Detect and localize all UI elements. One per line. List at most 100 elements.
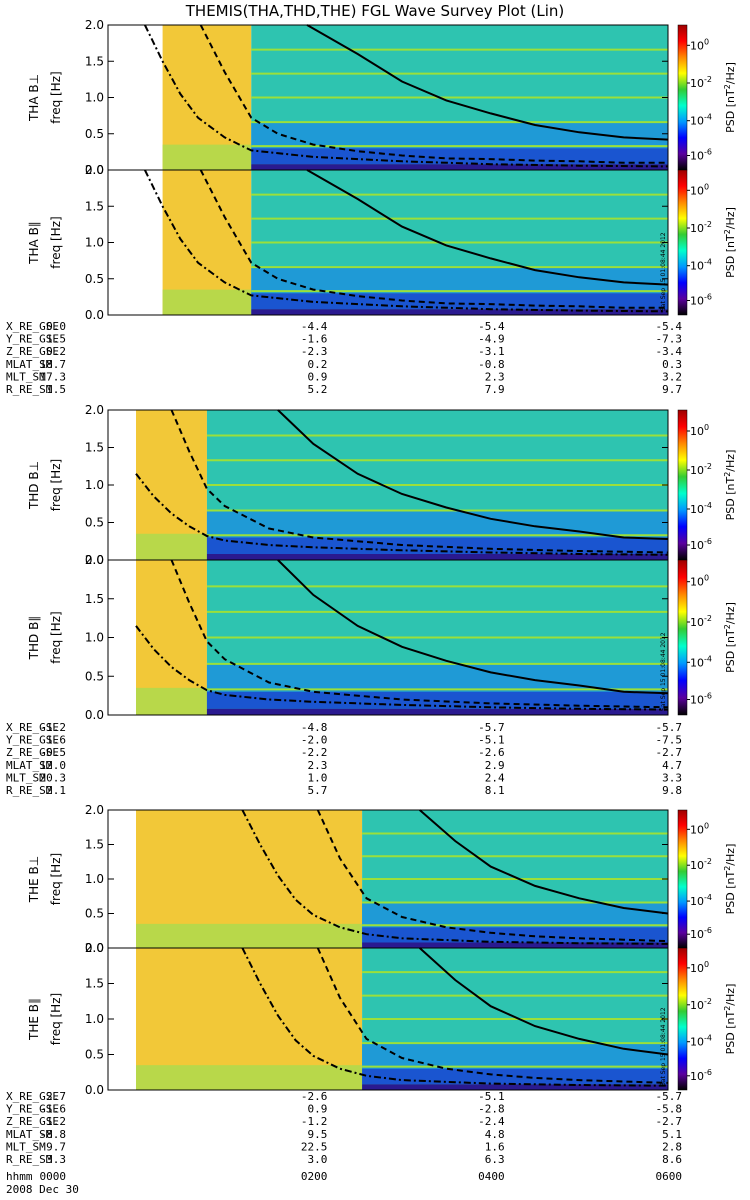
low-psd-floor-band bbox=[206, 554, 668, 560]
colorbar bbox=[677, 947, 688, 1091]
curve-solid bbox=[277, 409, 669, 540]
ephemeris-value: 1.5 bbox=[46, 383, 66, 396]
y-tick-label: 1.0 bbox=[85, 236, 104, 250]
y-tick-label: 0.5 bbox=[85, 907, 104, 921]
ephemeris-value: -2.6 bbox=[301, 1090, 328, 1103]
ephemeris-header: R_RE_SM bbox=[6, 784, 53, 797]
ephemeris-value: 7.9 bbox=[485, 383, 505, 396]
time-tick-label: 0200 bbox=[301, 1170, 328, 1183]
colorbar-tick-label: 100 bbox=[690, 182, 709, 197]
y-tick-label: 0.0 bbox=[85, 708, 104, 722]
colorbar-tick-label: 100 bbox=[690, 574, 709, 589]
colorbar bbox=[677, 809, 688, 949]
y-tick-label: 1.5 bbox=[85, 592, 104, 606]
colorbar-tick-label: 10-4 bbox=[690, 501, 712, 516]
ephemeris-value: -0.5 bbox=[40, 746, 67, 759]
low-psd-mid-band bbox=[251, 122, 668, 149]
ephemeris-value: -5.8 bbox=[656, 1103, 683, 1116]
ephemeris-value: 2.7 bbox=[46, 1090, 66, 1103]
curve-dotdash bbox=[144, 24, 669, 168]
curve-solid bbox=[419, 947, 669, 1056]
ephemeris-value: 3.3 bbox=[46, 1153, 66, 1166]
colorbar-label: PSD [nT2/Hz] bbox=[723, 450, 737, 521]
ephemeris-header: Z_RE_GSE bbox=[6, 746, 59, 759]
ephemeris-value: 3.3 bbox=[662, 771, 682, 784]
y-tick-label: 1.5 bbox=[85, 838, 104, 852]
colorbar-tick-label: 10-6 bbox=[690, 692, 712, 707]
ephemeris-value: 4.7 bbox=[662, 759, 682, 772]
curve-solid bbox=[419, 809, 669, 915]
ephemeris-value: 0.9 bbox=[307, 370, 327, 383]
ephemeris-value: 1.6 bbox=[46, 734, 66, 747]
panel-ylabel: THA B∥ bbox=[27, 221, 41, 265]
spectrogram-panel-tha-bpar: 0.0 0.5 1.0 1.5 2.0 THA B∥ freq [Hz] 100 10-2 10-… bbox=[27, 163, 737, 322]
ephemeris-value: -3.4 bbox=[656, 345, 683, 358]
ephemeris-value: 0.0 bbox=[46, 320, 66, 333]
ephemeris-value: 2.4 bbox=[485, 771, 505, 784]
y-tick-label: 1.5 bbox=[85, 54, 104, 68]
ephemeris-value: -5.4 bbox=[478, 320, 505, 333]
colorbar-tick-label: 10-4 bbox=[690, 654, 712, 669]
ephemeris-value: -2.7 bbox=[656, 746, 683, 759]
ephemeris-value: 18.7 bbox=[40, 358, 67, 371]
ephemeris-header: MLT_SM bbox=[6, 771, 46, 784]
time-tick-label: 0000 bbox=[40, 1170, 67, 1183]
colorbar-tick-label: 10-4 bbox=[690, 1034, 712, 1049]
ephemeris-header: MLT_SM bbox=[6, 1140, 46, 1153]
ephemeris-value: 5.7 bbox=[307, 784, 327, 797]
colorbar-label: PSD [nT2/Hz] bbox=[723, 62, 737, 133]
y-tick-label: 2.0 bbox=[85, 941, 104, 955]
y-tick-label: 0.0 bbox=[85, 163, 104, 177]
ephemeris-header: MLT_SM bbox=[6, 370, 46, 383]
ephemeris-header: R_RE_SM bbox=[6, 1153, 53, 1166]
y-tick-label: 0.5 bbox=[85, 1048, 104, 1062]
curve-solid bbox=[277, 559, 669, 695]
colorbar-tick-label: 100 bbox=[690, 37, 709, 52]
ephemeris-value: -5.4 bbox=[656, 320, 683, 333]
colorbar-label: PSD [nT2/Hz] bbox=[723, 602, 737, 673]
low-psd-floor-band bbox=[362, 1084, 668, 1090]
y-tick-label: 1.5 bbox=[85, 441, 104, 455]
ephemeris-value: 9.5 bbox=[307, 1128, 327, 1141]
ephemeris-value: 1.6 bbox=[485, 1140, 505, 1153]
low-psd-low-band bbox=[251, 293, 668, 310]
time-tick-label: 0400 bbox=[478, 1170, 505, 1183]
ephemeris-value: -5.7 bbox=[656, 721, 683, 734]
ephemeris-value: 0.3 bbox=[662, 358, 682, 371]
ephemeris-value: -2.3 bbox=[301, 345, 328, 358]
time-tick-label: 0600 bbox=[656, 1170, 683, 1183]
colorbar-tick-label: 10-2 bbox=[690, 462, 712, 477]
ephemeris-value: -5.1 bbox=[478, 734, 505, 747]
colorbar-tick-label: 100 bbox=[690, 423, 709, 438]
y-tick-label: 2.0 bbox=[85, 803, 104, 817]
ephemeris-value: 5.2 bbox=[307, 383, 327, 396]
ephemeris-value: 2.9 bbox=[485, 759, 505, 772]
ephemeris-value: 8.1 bbox=[485, 784, 505, 797]
curve-dotdash bbox=[241, 809, 669, 945]
time-axis-labels: hhmm 2008 Dec 30 0000 0200 0400 0600 bbox=[6, 1170, 682, 1196]
timestamp-label: Sat Sep 15 01:08:44 2012 bbox=[660, 232, 667, 311]
ephemeris-value: -2.4 bbox=[478, 1115, 505, 1128]
colorbar-tick-label: 10-6 bbox=[690, 537, 712, 552]
ephemeris-value: -0.8 bbox=[478, 358, 505, 371]
y-tick-label: 1.5 bbox=[85, 977, 104, 991]
colorbar-tick-label: 10-6 bbox=[690, 1068, 712, 1083]
ephemeris-value: 0.9 bbox=[307, 1103, 327, 1116]
ephemeris-value: 2.3 bbox=[307, 759, 327, 772]
ephemeris-header: MLAT_SM bbox=[6, 1128, 53, 1141]
colorbar-tick-label: 10-6 bbox=[690, 148, 712, 163]
ephemeris-value: -7.5 bbox=[656, 734, 683, 747]
ephemeris-value: -1.6 bbox=[40, 1103, 67, 1116]
colorbar-tick-label: 10-4 bbox=[690, 258, 712, 273]
ephemeris-value: 22.5 bbox=[301, 1140, 328, 1153]
y-tick-label: 1.0 bbox=[85, 631, 104, 645]
ephemeris-value: 0.2 bbox=[307, 358, 327, 371]
ephemeris-value: -7.3 bbox=[656, 333, 683, 346]
ephemeris-value: 0.2 bbox=[46, 345, 66, 358]
y-tick-label: 1.0 bbox=[85, 91, 104, 105]
colorbar-tick-label: 10-6 bbox=[690, 926, 712, 941]
ephemeris-value: -5.7 bbox=[478, 721, 505, 734]
ephemeris-header: Z_RE_GSE bbox=[6, 1115, 59, 1128]
y-tick-label: 0.0 bbox=[85, 1083, 104, 1097]
